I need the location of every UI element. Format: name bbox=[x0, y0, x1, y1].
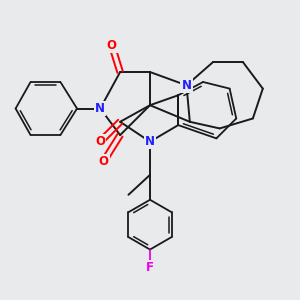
Text: O: O bbox=[107, 39, 117, 52]
Text: N: N bbox=[145, 135, 155, 148]
Text: F: F bbox=[146, 261, 154, 274]
Text: N: N bbox=[182, 79, 191, 92]
Text: N: N bbox=[95, 102, 105, 115]
Text: O: O bbox=[95, 135, 105, 148]
Text: O: O bbox=[98, 155, 109, 168]
